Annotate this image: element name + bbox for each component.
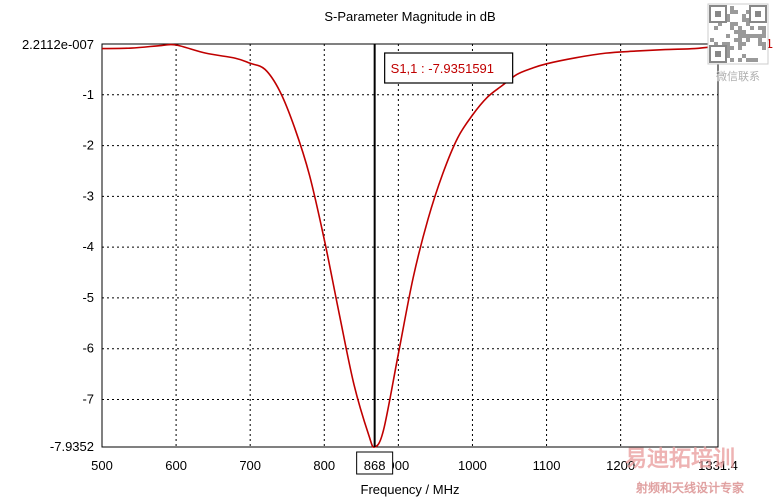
qr-module xyxy=(738,38,742,42)
x-tick-label-1: 600 xyxy=(165,458,187,473)
chart-title: S-Parameter Magnitude in dB xyxy=(324,9,495,24)
qr-module xyxy=(754,34,758,38)
qr-module xyxy=(722,42,726,46)
qr-module xyxy=(726,18,730,22)
qr-module xyxy=(758,34,762,38)
qr-finder-core-2 xyxy=(715,51,721,57)
qr-module xyxy=(758,42,762,46)
qr-module xyxy=(746,18,750,22)
x-tick-label-3: 800 xyxy=(313,458,335,473)
qr-module xyxy=(762,46,766,50)
y-axis-ticks: 2.2112e-007 -1 -2 -3 -4 -5 -6 -7 -7.9352 xyxy=(22,37,94,454)
x-tick-label-0: 500 xyxy=(91,458,113,473)
x-axis-label: Frequency / MHz xyxy=(361,482,460,497)
qr-module xyxy=(738,34,742,38)
x-tick-label-5: 1000 xyxy=(458,458,487,473)
qr-module xyxy=(746,22,750,26)
y-tick-label-3: -4 xyxy=(82,239,94,254)
qr-module xyxy=(762,30,766,34)
qr-module xyxy=(746,58,750,62)
marker-x-box xyxy=(356,451,394,475)
qr-module xyxy=(730,46,734,50)
watermark-brand-logo: 易迪拓培训 xyxy=(625,446,735,472)
qr-module xyxy=(734,30,738,34)
qr-module xyxy=(714,26,718,30)
grid-lines xyxy=(102,44,718,447)
plot-frame xyxy=(101,43,719,448)
qr-module xyxy=(726,14,730,18)
qr-module xyxy=(750,34,754,38)
qr-module xyxy=(758,38,762,42)
qr-module xyxy=(738,42,742,46)
qr-module xyxy=(726,50,730,54)
qr-module xyxy=(734,22,738,26)
marker-label-text: S1,1 : -7.9351591 xyxy=(391,61,494,76)
qr-module xyxy=(734,10,738,14)
qr-finder-core-1 xyxy=(755,11,761,17)
x-tick-label-end: 1331.4 xyxy=(698,458,738,473)
qr-module xyxy=(738,30,742,34)
qr-module xyxy=(742,14,746,18)
y-tick-label-max: 2.2112e-007 xyxy=(22,37,94,52)
qr-module xyxy=(726,42,730,46)
qr-module xyxy=(730,26,734,30)
x-tick-label-2: 700 xyxy=(239,458,261,473)
qr-module xyxy=(742,18,746,22)
qr-module xyxy=(746,34,750,38)
qr-module xyxy=(742,42,746,46)
qr-module xyxy=(762,42,766,46)
y-tick-label-1: -2 xyxy=(82,138,94,153)
qr-module xyxy=(726,46,730,50)
y-tick-label-5: -6 xyxy=(82,341,94,356)
x-tick-label-6: 1100 xyxy=(533,458,561,473)
marker-label-box xyxy=(384,52,514,84)
qr-module xyxy=(730,10,734,14)
qr-module xyxy=(730,22,734,26)
qr-module xyxy=(710,38,714,42)
qr-module xyxy=(738,58,742,62)
qr-module xyxy=(746,10,750,14)
y-tick-label-4: -5 xyxy=(82,290,94,305)
qr-module xyxy=(742,30,746,34)
qr-module xyxy=(758,26,762,30)
y-tick-label-2: -3 xyxy=(82,188,94,203)
qr-module xyxy=(730,58,734,62)
qr-module xyxy=(718,22,722,26)
watermark-wechat-text: 微信联系 xyxy=(716,69,760,83)
y-tick-label-6: -7 xyxy=(82,392,94,407)
qr-module xyxy=(738,46,742,50)
qr-finder-2 xyxy=(709,45,727,63)
qr-finder-0 xyxy=(709,5,727,23)
marker-x-label: 868 xyxy=(364,458,386,473)
qr-module xyxy=(762,26,766,30)
qr-module xyxy=(750,26,754,30)
qr-module xyxy=(746,38,750,42)
qr-module xyxy=(726,34,730,38)
qr-module xyxy=(762,34,766,38)
x-tick-label-7: 1200 xyxy=(606,458,635,473)
qr-module xyxy=(738,26,742,30)
qr-module xyxy=(726,54,730,58)
qr-module xyxy=(714,42,718,46)
qr-finder-core-0 xyxy=(715,11,721,17)
qr-module xyxy=(734,38,738,42)
y-tick-label-0: -1 xyxy=(82,87,94,102)
qr-module xyxy=(742,54,746,58)
qr-module xyxy=(750,58,754,62)
qr-module xyxy=(730,6,734,10)
watermark-brand-subtitle: 射频和天线设计专家 xyxy=(635,480,745,495)
y-tick-label-min: -7.9352 xyxy=(50,439,94,454)
series-line-s11 xyxy=(101,43,719,448)
qr-code-icon xyxy=(707,3,769,65)
qr-module xyxy=(754,58,758,62)
qr-module xyxy=(742,34,746,38)
qr-finder-1 xyxy=(749,5,767,23)
